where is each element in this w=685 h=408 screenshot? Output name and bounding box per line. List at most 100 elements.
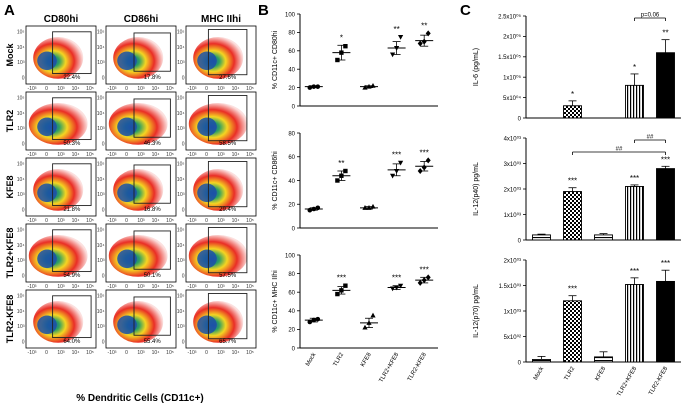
x-tick-label: 10³ bbox=[217, 284, 225, 290]
y-tick-label: 1x10⁰⁵ bbox=[503, 75, 521, 82]
y-tick-label: 0 bbox=[102, 142, 105, 148]
x-tick-label: -10³ bbox=[108, 152, 117, 158]
x-tick-label: 0 bbox=[125, 152, 128, 158]
data-point bbox=[339, 288, 344, 293]
gate-rectangle bbox=[52, 295, 92, 339]
density-core bbox=[117, 183, 137, 203]
y-tick-label: 0 bbox=[22, 340, 25, 346]
y-tick-label: 60 bbox=[288, 291, 295, 297]
data-point bbox=[390, 173, 396, 179]
x-tick-label: 10⁴ bbox=[232, 152, 240, 158]
x-tick-label: -10³ bbox=[28, 152, 37, 158]
y-tick-label: 0 bbox=[292, 226, 296, 232]
y-tick-label: 0 bbox=[292, 346, 296, 352]
density-core bbox=[197, 249, 217, 269]
y-tick-label: 0 bbox=[102, 76, 105, 82]
y-tick-label: 10³ bbox=[97, 324, 105, 330]
y-tick-label: 20 bbox=[288, 328, 295, 334]
gate-percent: 22.4% bbox=[63, 75, 81, 81]
significance-marker: ** bbox=[662, 29, 668, 38]
data-point bbox=[315, 205, 321, 211]
y-tick-label: 0 bbox=[22, 76, 25, 82]
x-category-label: TLR2 bbox=[333, 351, 346, 367]
data-point bbox=[370, 82, 376, 88]
comparison-label: ## bbox=[616, 147, 623, 153]
x-category-label: Mock bbox=[533, 365, 546, 381]
y-tick-label: 10⁵ bbox=[97, 96, 105, 102]
data-point bbox=[343, 283, 348, 288]
y-tick-label: 10⁴ bbox=[177, 309, 185, 315]
gate-percent: 57.5% bbox=[219, 273, 237, 279]
data-point bbox=[421, 277, 427, 284]
data-point bbox=[394, 46, 400, 51]
y-tick-label: 0 bbox=[102, 208, 105, 214]
significance-marker: ** bbox=[421, 21, 427, 30]
row-label: TLR2+KFE8 bbox=[5, 228, 15, 279]
x-category-label: TLR2-KFE8 bbox=[407, 351, 428, 382]
x-tick-label: 10³ bbox=[57, 284, 65, 290]
x-tick-label: -10³ bbox=[188, 86, 197, 92]
column-header: CD86hi bbox=[124, 14, 159, 25]
data-point bbox=[362, 324, 368, 330]
column-header: MHC IIhi bbox=[201, 14, 241, 25]
data-point bbox=[370, 312, 376, 318]
x-tick-label: 10⁵ bbox=[166, 152, 174, 158]
x-tick-label: -10³ bbox=[28, 350, 37, 356]
y-tick-label: 40 bbox=[288, 309, 295, 315]
x-category-label: TLR2 bbox=[564, 365, 577, 381]
y-tick-label: 10³ bbox=[17, 192, 25, 198]
x-tick-label: -10³ bbox=[28, 218, 37, 224]
x-tick-label: 10³ bbox=[137, 152, 145, 158]
y-tick-label: 2x10⁰⁵ bbox=[503, 34, 521, 41]
x-tick-label: 0 bbox=[125, 86, 128, 92]
x-tick-label: 10³ bbox=[57, 218, 65, 224]
significance-marker: *** bbox=[661, 155, 670, 164]
x-tick-label: 10⁴ bbox=[232, 350, 240, 356]
density-core bbox=[197, 117, 217, 137]
x-tick-label: 10⁴ bbox=[72, 350, 80, 356]
data-point bbox=[307, 319, 313, 325]
y-tick-label: 10⁴ bbox=[177, 45, 185, 51]
data-point bbox=[362, 205, 368, 210]
y-tick-label: 80 bbox=[288, 131, 295, 137]
x-tick-label: 10⁴ bbox=[72, 284, 80, 290]
x-tick-label: 10⁵ bbox=[86, 284, 94, 290]
data-point bbox=[425, 274, 431, 281]
y-tick-label: 10⁵ bbox=[17, 30, 25, 36]
x-tick-label: 0 bbox=[45, 152, 48, 158]
y-tick-label: 0 bbox=[22, 274, 25, 280]
row-label: TLR2-KFE8 bbox=[5, 295, 15, 344]
x-tick-label: 10⁵ bbox=[246, 86, 254, 92]
x-tick-label: 10⁵ bbox=[166, 284, 174, 290]
y-tick-label: 10⁵ bbox=[177, 30, 185, 36]
x-tick-label: -10³ bbox=[28, 86, 37, 92]
density-core bbox=[37, 249, 57, 269]
x-tick-label: -10³ bbox=[108, 218, 117, 224]
y-tick-label: 0 bbox=[518, 116, 522, 122]
x-tick-label: -10³ bbox=[108, 284, 117, 290]
y-tick-label: 0 bbox=[102, 340, 105, 346]
data-point bbox=[398, 35, 404, 40]
panel-a-x-label: % Dendritic Cells (CD11c+) bbox=[76, 393, 204, 404]
gate-rectangle bbox=[133, 230, 171, 270]
y-tick-label: 10⁵ bbox=[17, 228, 25, 234]
x-tick-label: 10⁵ bbox=[166, 86, 174, 92]
comparison-label: p=0.06 bbox=[641, 13, 660, 19]
x-tick-label: 0 bbox=[45, 86, 48, 92]
y-tick-label: 2x10⁰³ bbox=[504, 186, 521, 193]
x-tick-label: 10³ bbox=[137, 284, 145, 290]
x-tick-label: 10⁴ bbox=[152, 218, 160, 224]
gate-rectangle bbox=[207, 227, 248, 274]
significance-marker: ** bbox=[393, 25, 399, 34]
y-tick-label: 10³ bbox=[177, 324, 185, 330]
y-tick-label: 20 bbox=[288, 203, 295, 209]
x-tick-label: 0 bbox=[205, 218, 208, 224]
y-tick-label: 10³ bbox=[97, 126, 105, 132]
y-tick-label: 10³ bbox=[177, 258, 185, 264]
y-tick-label: 10⁴ bbox=[97, 243, 105, 249]
